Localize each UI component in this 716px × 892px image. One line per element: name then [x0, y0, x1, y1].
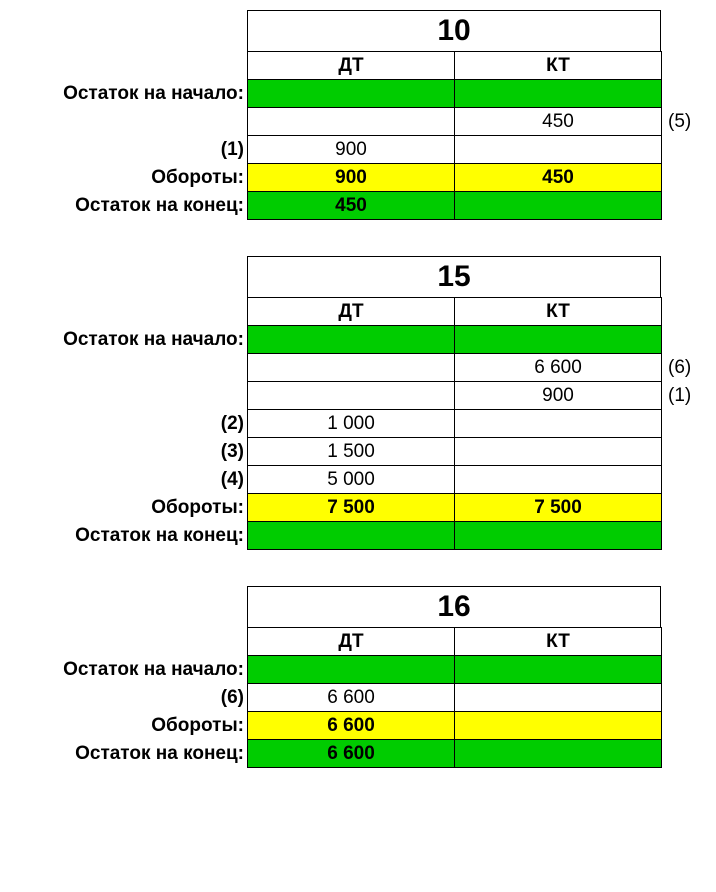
spacer — [8, 298, 248, 326]
account-number: 10 — [247, 10, 661, 52]
entry-right-ref — [662, 136, 706, 164]
opening-kt — [454, 655, 662, 684]
closing-label: Остаток на конец: — [8, 740, 248, 768]
spacer — [662, 628, 706, 656]
column-header-dt: ДТ — [247, 51, 455, 80]
entry-right-ref — [662, 466, 706, 494]
entry-left-ref: (2) — [8, 410, 248, 438]
entry-dt: 1 000 — [247, 409, 455, 438]
closing-kt — [454, 739, 662, 768]
opening-dt — [247, 655, 455, 684]
spacer — [662, 192, 706, 220]
opening-kt — [454, 325, 662, 354]
entry-kt: 900 — [454, 381, 662, 410]
spacer — [662, 740, 706, 768]
spacer — [662, 298, 706, 326]
spacer — [8, 628, 248, 656]
entry-right-ref — [662, 410, 706, 438]
closing-dt: 6 600 — [247, 739, 455, 768]
entry-right-ref — [662, 684, 706, 712]
turnover-kt: 7 500 — [454, 493, 662, 522]
entry-right-ref: (5) — [662, 108, 706, 136]
entry-left-ref — [8, 382, 248, 410]
spacer — [661, 10, 705, 52]
entry-dt — [247, 353, 455, 382]
column-header-dt: ДТ — [247, 627, 455, 656]
spacer — [662, 494, 706, 522]
closing-kt — [454, 521, 662, 550]
spacer — [662, 164, 706, 192]
closing-label: Остаток на конец: — [8, 192, 248, 220]
column-header-kt: КТ — [454, 51, 662, 80]
spacer — [662, 656, 706, 684]
entry-dt: 6 600 — [247, 683, 455, 712]
opening-dt — [247, 325, 455, 354]
account-block: 16ДТКТОстаток на начало:(6)6 600Обороты:… — [8, 586, 708, 768]
closing-dt: 450 — [247, 191, 455, 220]
closing-dt — [247, 521, 455, 550]
opening-kt — [454, 79, 662, 108]
turnover-dt: 7 500 — [247, 493, 455, 522]
entry-left-ref: (4) — [8, 466, 248, 494]
entry-left-ref: (1) — [8, 136, 248, 164]
entry-kt — [454, 409, 662, 438]
column-header-kt: КТ — [454, 297, 662, 326]
entry-dt — [247, 381, 455, 410]
account-block: 15ДТКТ Остаток на начало: 6 600(6)900(1) (2… — [8, 256, 708, 550]
turnover-kt — [454, 711, 662, 740]
entry-kt — [454, 135, 662, 164]
entry-left-ref — [8, 354, 248, 382]
account-block: 10ДТКТОстаток на начало:450(5)(1)900Обор… — [8, 10, 708, 220]
column-header-dt: ДТ — [247, 297, 455, 326]
entry-dt: 1 500 — [247, 437, 455, 466]
spacer — [661, 586, 705, 628]
spacer — [8, 586, 248, 628]
spacer — [8, 256, 248, 298]
turnover-label: Обороты: — [8, 494, 248, 522]
account-number: 16 — [247, 586, 661, 628]
entry-kt: 450 — [454, 107, 662, 136]
turnover-label: Обороты: — [8, 164, 248, 192]
turnover-dt: 900 — [247, 163, 455, 192]
entry-kt — [454, 683, 662, 712]
opening-label: Остаток на начало: — [8, 656, 248, 684]
turnover-label: Обороты: — [8, 712, 248, 740]
account-number: 15 — [247, 256, 661, 298]
spacer — [662, 522, 706, 550]
opening-dt — [247, 79, 455, 108]
entry-kt — [454, 465, 662, 494]
closing-label: Остаток на конец: — [8, 522, 248, 550]
spacer — [661, 256, 705, 298]
entry-kt — [454, 437, 662, 466]
turnover-kt: 450 — [454, 163, 662, 192]
entry-dt — [247, 107, 455, 136]
turnover-dt: 6 600 — [247, 711, 455, 740]
spacer — [662, 326, 706, 354]
entry-right-ref: (1) — [662, 382, 706, 410]
spacer — [662, 80, 706, 108]
entry-dt: 900 — [247, 135, 455, 164]
entry-dt: 5 000 — [247, 465, 455, 494]
opening-label: Остаток на начало: — [8, 326, 248, 354]
spacer — [662, 712, 706, 740]
spacer — [8, 52, 248, 80]
entry-right-ref: (6) — [662, 354, 706, 382]
spacer — [8, 10, 248, 52]
entry-kt: 6 600 — [454, 353, 662, 382]
spacer — [662, 52, 706, 80]
opening-label: Остаток на начало: — [8, 80, 248, 108]
entry-left-ref: (3) — [8, 438, 248, 466]
column-header-kt: КТ — [454, 627, 662, 656]
entry-left-ref: (6) — [8, 684, 248, 712]
entry-left-ref — [8, 108, 248, 136]
closing-kt — [454, 191, 662, 220]
entry-right-ref — [662, 438, 706, 466]
